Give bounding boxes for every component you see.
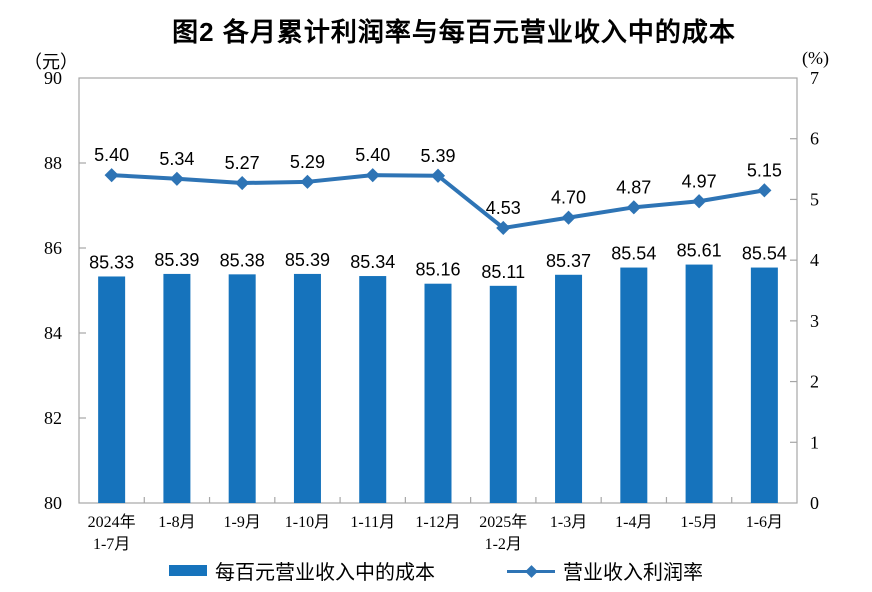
x-axis-category-label: 1-8月 (158, 514, 195, 531)
right-axis-tick-label: 0 (810, 493, 819, 513)
right-axis-tick-label: 6 (810, 129, 819, 149)
x-axis-category-label: 2024年 (88, 513, 136, 531)
legend-line-label: 营业收入利润率 (563, 562, 703, 584)
line-value-label: 4.87 (616, 177, 651, 197)
x-axis-category-label: 1-6月 (746, 514, 783, 531)
x-axis-category-label: 1-9月 (224, 514, 261, 531)
right-axis-tick-label: 3 (810, 311, 819, 331)
chart-title: 图2 各月累计利润率与每百元营业收入中的成本 (172, 17, 736, 47)
bar-value-label: 85.33 (89, 252, 134, 272)
line-value-label: 5.40 (94, 145, 129, 165)
left-axis-tick-label: 80 (44, 493, 62, 513)
bar-value-label: 85.54 (742, 244, 787, 264)
bar (293, 273, 321, 503)
line-marker-diamond (496, 220, 511, 236)
line-value-label: 5.39 (420, 146, 455, 166)
line-value-label: 4.53 (486, 198, 521, 218)
bar-value-label: 85.37 (546, 251, 591, 271)
right-axis-tick-label: 7 (810, 68, 819, 88)
bar-value-label: 85.38 (220, 250, 265, 270)
legend-bar-label: 每百元营业收入中的成本 (215, 562, 435, 584)
line-marker-diamond (692, 194, 707, 209)
left-axis-unit-label: （元） (24, 52, 78, 72)
bar (424, 283, 452, 503)
line-value-label: 5.29 (290, 152, 325, 172)
x-axis-category-label: 1-11月 (350, 514, 395, 531)
line-value-label: 5.27 (225, 153, 260, 173)
bar (685, 264, 713, 503)
bar-value-label: 85.39 (285, 250, 330, 270)
right-axis-tick-label: 4 (810, 250, 819, 270)
line-marker-diamond (430, 168, 446, 183)
x-axis-category-label: 1-4月 (615, 514, 652, 531)
line-series (111, 173, 765, 230)
legend-line-swatch-icon (507, 564, 555, 578)
x-axis-category-label: 1-2月 (485, 536, 522, 553)
legend: 每百元营业收入中的成本 营业收入利润率 (0, 556, 872, 585)
left-axis-tick-label: 82 (44, 408, 62, 428)
bar (489, 285, 517, 503)
bar-value-label: 85.61 (677, 241, 722, 261)
line-marker-diamond (104, 168, 119, 183)
right-axis-tick-label: 1 (810, 432, 819, 452)
bar-value-label: 85.54 (611, 244, 656, 264)
bar (163, 273, 191, 503)
bar (620, 267, 648, 503)
line-marker-diamond (626, 200, 641, 215)
line-marker-diamond (235, 175, 250, 191)
x-axis-category-label: 2025年 (479, 513, 527, 531)
bar (359, 276, 387, 503)
legend-bar-swatch-icon (169, 565, 207, 576)
right-axis-tick-label: 5 (810, 189, 819, 209)
right-axis-unit-label: (%) (802, 48, 829, 68)
bar (750, 267, 778, 503)
bar-value-label: 85.16 (415, 260, 460, 280)
left-axis-tick-label: 88 (44, 153, 62, 173)
left-axis-tick-label: 84 (44, 323, 62, 343)
bar-value-label: 85.39 (154, 250, 199, 270)
bar (98, 276, 126, 503)
line-marker-diamond (561, 210, 576, 225)
line-value-label: 5.40 (355, 145, 390, 165)
x-axis-category-label: 1-12月 (415, 514, 460, 531)
line-marker-diamond (757, 183, 772, 198)
bar (555, 274, 583, 503)
x-axis-category-label: 1-7月 (93, 536, 130, 553)
x-axis-category-label: 1-10月 (285, 514, 330, 531)
line-value-label: 5.15 (747, 160, 782, 180)
x-axis-category-label: 1-5月 (680, 514, 717, 531)
legend-item-cost: 每百元营业收入中的成本 (169, 556, 435, 585)
left-axis-tick-label: 86 (44, 238, 62, 258)
line-marker-diamond (169, 171, 184, 186)
line-marker-diamond (365, 168, 380, 183)
legend-diamond-icon (525, 564, 538, 578)
legend-item-profit-margin: 营业收入利润率 (507, 556, 703, 585)
right-axis-tick-label: 2 (810, 372, 819, 392)
bar-value-label: 85.11 (481, 262, 525, 282)
line-value-label: 5.34 (159, 149, 194, 169)
left-axis-tick-label: 90 (44, 68, 62, 88)
x-axis-category-label: 1-3月 (550, 514, 587, 531)
line-marker-diamond (300, 174, 315, 189)
bar-value-label: 85.34 (350, 252, 395, 272)
line-value-label: 4.97 (682, 171, 717, 191)
line-value-label: 4.70 (551, 188, 586, 208)
bar (228, 274, 256, 503)
